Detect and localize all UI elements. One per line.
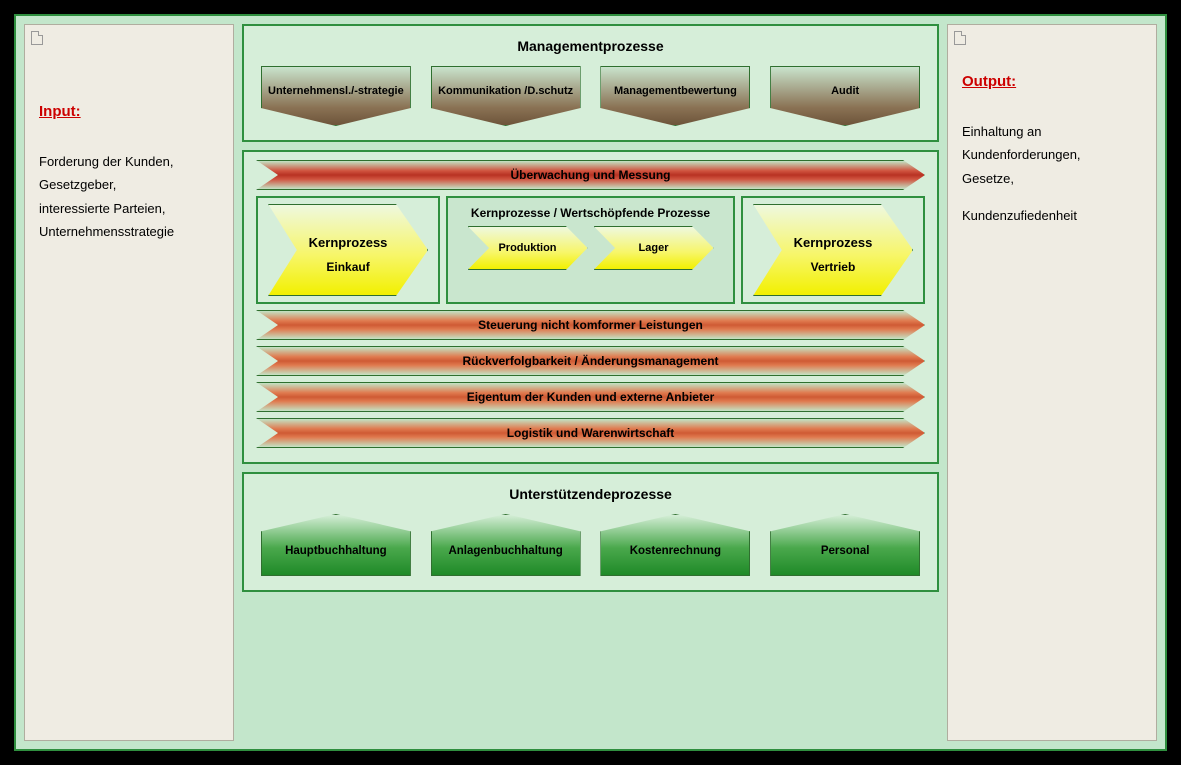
output-panel: Output: Einhaltung an Kundenforderungen,… (947, 24, 1157, 741)
mgmt-process[interactable]: Audit (770, 66, 920, 126)
core-label: Einkauf (326, 260, 369, 274)
core-left-box: Kernprozess Einkauf (256, 196, 440, 304)
core-row: Kernprozess Einkauf Kernprozesse / Werts… (256, 196, 925, 304)
core-process-produktion[interactable]: Produktion (468, 226, 588, 270)
input-text: Forderung der Kunden, Gesetzgeber, inter… (39, 150, 219, 244)
input-title: Input: (39, 103, 219, 120)
core-middle-title: Kernprozesse / Wertschöpfende Prozesse (471, 206, 710, 220)
core-right-box: Kernprozess Vertrieb (741, 196, 925, 304)
core-mid-label: Produktion (498, 242, 556, 254)
center-column: Managementprozesse Unternehmensl./-strat… (242, 24, 939, 741)
core-process-lager[interactable]: Lager (594, 226, 714, 270)
support-process[interactable]: Personal (770, 514, 920, 576)
cross-label: Logistik und Warenwirtschaft (507, 426, 675, 440)
core-process-vertrieb[interactable]: Kernprozess Vertrieb (753, 204, 913, 296)
cross-arrow[interactable]: Eigentum der Kunden und externe Anbieter (256, 382, 925, 412)
input-line: Forderung der Kunden, (39, 150, 219, 173)
mgmt-process[interactable]: Managementbewertung (600, 66, 750, 126)
input-line: Unternehmensstrategie (39, 220, 219, 243)
support-title: Unterstützendeprozesse (256, 486, 925, 502)
output-line: Einhaltung an (962, 120, 1142, 143)
management-row: Unternehmensl./-strategie Kommunikation … (256, 66, 925, 126)
support-label: Anlagenbuchhaltung (448, 545, 562, 557)
input-line: interessierte Parteien, (39, 197, 219, 220)
mgmt-label: Managementbewertung (614, 85, 737, 97)
mgmt-process[interactable]: Kommunikation /D.schutz (431, 66, 581, 126)
cross-arrow[interactable]: Steuerung nicht komformer Leistungen (256, 310, 925, 340)
core-title: Kernprozess (794, 235, 873, 250)
cross-label: Steuerung nicht komformer Leistungen (478, 318, 703, 332)
monitoring-arrow[interactable]: Überwachung und Messung (256, 160, 925, 190)
support-process[interactable]: Hauptbuchhaltung (261, 514, 411, 576)
output-line: Gesetze, (962, 167, 1142, 190)
mgmt-process[interactable]: Unternehmensl./-strategie (261, 66, 411, 126)
cross-arrow[interactable]: Logistik und Warenwirtschaft (256, 418, 925, 448)
output-line: Kundenforderungen, (962, 143, 1142, 166)
management-title: Managementprozesse (256, 38, 925, 54)
support-label: Kostenrechnung (630, 545, 721, 557)
support-section: Unterstützendeprozesse Hauptbuchhaltung … (242, 472, 939, 592)
core-label: Vertrieb (811, 260, 856, 274)
support-label: Hauptbuchhaltung (285, 545, 387, 557)
document-icon (954, 31, 966, 45)
core-middle-box: Kernprozesse / Wertschöpfende Prozesse P… (446, 196, 735, 304)
input-line: Gesetzgeber, (39, 173, 219, 196)
cross-label: Eigentum der Kunden und externe Anbieter (467, 390, 715, 404)
support-process[interactable]: Kostenrechnung (600, 514, 750, 576)
output-text: Einhaltung an Kundenforderungen, Gesetze… (962, 120, 1142, 228)
output-line: Kundenzufiedenheit (962, 204, 1142, 227)
support-row: Hauptbuchhaltung Anlagenbuchhaltung Kost… (256, 514, 925, 576)
mgmt-label: Audit (831, 85, 859, 97)
monitoring-label: Überwachung und Messung (510, 168, 670, 182)
cross-arrow[interactable]: Rückverfolgbarkeit / Änderungsmanagement (256, 346, 925, 376)
spacer (962, 190, 1142, 204)
core-process-einkauf[interactable]: Kernprozess Einkauf (268, 204, 428, 296)
core-middle-row: Produktion Lager (468, 226, 714, 270)
output-title: Output: (962, 73, 1142, 90)
cross-label: Rückverfolgbarkeit / Änderungsmanagement (462, 354, 718, 368)
core-title: Kernprozess (309, 235, 388, 250)
core-section: Überwachung und Messung Kernprozess Eink… (242, 150, 939, 464)
process-map-canvas: Input: Forderung der Kunden, Gesetzgeber… (14, 14, 1167, 751)
mgmt-label: Kommunikation /D.schutz (438, 85, 573, 97)
management-section: Managementprozesse Unternehmensl./-strat… (242, 24, 939, 142)
input-panel: Input: Forderung der Kunden, Gesetzgeber… (24, 24, 234, 741)
support-process[interactable]: Anlagenbuchhaltung (431, 514, 581, 576)
core-mid-label: Lager (639, 242, 669, 254)
document-icon (31, 31, 43, 45)
support-label: Personal (821, 545, 870, 557)
mgmt-label: Unternehmensl./-strategie (268, 85, 404, 97)
